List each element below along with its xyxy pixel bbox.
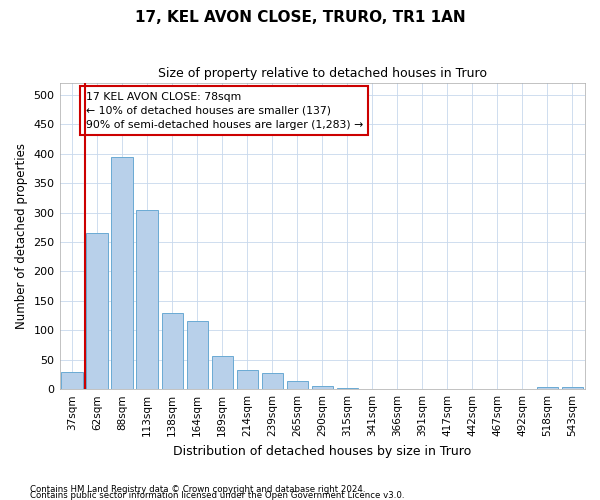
Title: Size of property relative to detached houses in Truro: Size of property relative to detached ho…: [158, 68, 487, 80]
Y-axis label: Number of detached properties: Number of detached properties: [15, 143, 28, 329]
Bar: [187, 322, 208, 389]
Bar: [161, 312, 183, 389]
Bar: [136, 210, 158, 389]
Text: 17 KEL AVON CLOSE: 78sqm
← 10% of detached houses are smaller (137)
90% of semi-: 17 KEL AVON CLOSE: 78sqm ← 10% of detach…: [86, 92, 363, 130]
Bar: [262, 374, 283, 389]
Bar: [311, 386, 333, 389]
Bar: [61, 372, 83, 389]
Bar: [362, 388, 383, 389]
Bar: [337, 388, 358, 389]
Bar: [537, 387, 558, 389]
Bar: [387, 388, 408, 389]
Text: 17, KEL AVON CLOSE, TRURO, TR1 1AN: 17, KEL AVON CLOSE, TRURO, TR1 1AN: [134, 10, 466, 25]
Bar: [562, 387, 583, 389]
Text: Contains public sector information licensed under the Open Government Licence v3: Contains public sector information licen…: [30, 491, 404, 500]
X-axis label: Distribution of detached houses by size in Truro: Distribution of detached houses by size …: [173, 444, 472, 458]
Bar: [112, 156, 133, 389]
Text: Contains HM Land Registry data © Crown copyright and database right 2024.: Contains HM Land Registry data © Crown c…: [30, 484, 365, 494]
Bar: [212, 356, 233, 389]
Bar: [86, 233, 108, 389]
Bar: [236, 370, 258, 389]
Bar: [287, 381, 308, 389]
